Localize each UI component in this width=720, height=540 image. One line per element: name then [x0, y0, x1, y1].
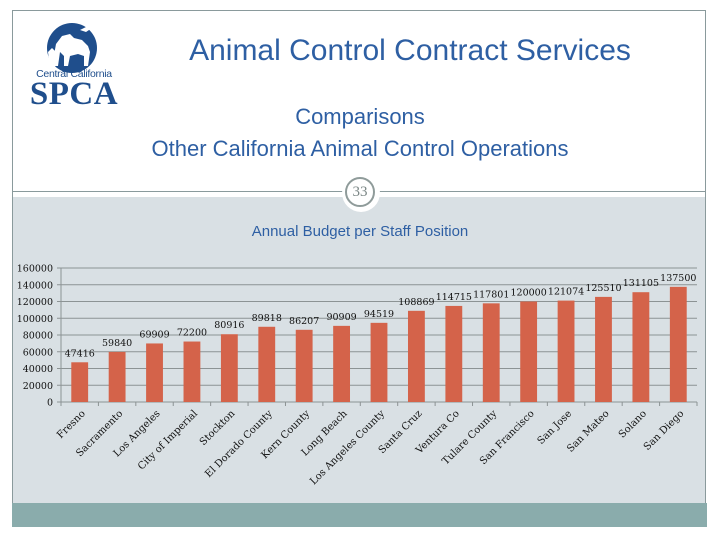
category-label: San Jose — [536, 408, 575, 447]
bar — [108, 351, 126, 402]
logo-org-region: Central California — [36, 68, 112, 80]
category-label: Fresno — [55, 408, 88, 441]
y-tick-label: 100000 — [17, 314, 53, 325]
slide-header — [13, 11, 705, 191]
data-label: 86207 — [289, 316, 319, 327]
bar — [295, 329, 313, 402]
page-number: 33 — [345, 177, 375, 207]
footer-bar — [12, 503, 707, 527]
data-label: 131105 — [623, 278, 659, 289]
data-label: 120000 — [511, 288, 547, 299]
logo-org-name: SPCA — [29, 76, 119, 112]
chart-area-background — [13, 197, 705, 503]
bar — [71, 362, 89, 402]
data-label: 80916 — [214, 320, 244, 331]
data-label: 59840 — [102, 338, 132, 349]
bar — [258, 326, 276, 402]
bar — [183, 341, 201, 402]
data-label: 117801 — [473, 289, 509, 300]
bars — [71, 286, 687, 402]
bar — [146, 343, 163, 402]
bar — [445, 305, 463, 402]
bar — [669, 286, 687, 402]
y-tick-label: 20000 — [23, 381, 53, 392]
slide-title: Animal Control Contract Services — [189, 34, 631, 67]
bar — [482, 303, 500, 402]
category-label: El Dorado County — [203, 408, 275, 480]
bar — [520, 301, 538, 402]
slide-subtitle-line1: Comparisons — [295, 104, 425, 129]
bar — [557, 300, 575, 402]
y-tick-label: 160000 — [17, 264, 53, 275]
data-label: 72200 — [177, 328, 207, 339]
y-tick-label: 120000 — [17, 297, 53, 308]
y-tick-label: 40000 — [23, 364, 53, 375]
slide-subtitle-line2: Other California Animal Control Operatio… — [151, 136, 569, 161]
data-label: 114715 — [436, 292, 472, 303]
data-label: 94519 — [364, 309, 394, 320]
y-tick-label: 80000 — [23, 331, 53, 342]
animals-silhouette-icon — [47, 23, 97, 73]
bar — [370, 322, 388, 402]
category-label: Los Angeles County — [308, 408, 387, 487]
data-label: 108869 — [398, 297, 434, 308]
bar — [333, 325, 351, 402]
data-label: 125510 — [585, 283, 621, 294]
category-label: Stockton — [198, 408, 238, 448]
data-label: 121074 — [548, 287, 584, 298]
y-tick-label: 0 — [47, 398, 53, 409]
slide-frame — [12, 10, 706, 527]
bar — [632, 292, 650, 402]
bar — [595, 296, 612, 402]
data-label: 90909 — [326, 312, 356, 323]
axes: 0 20000 40000 60000 80000 100000 120000 140000 1… — [17, 264, 698, 409]
data-label: 69909 — [139, 329, 169, 340]
y-tick-label: 60000 — [23, 347, 53, 358]
data-label: 47416 — [65, 348, 95, 359]
data-label: 137500 — [660, 273, 696, 284]
chart-title: Annual Budget per Staff Position — [251, 223, 469, 240]
y-tick-label: 140000 — [17, 280, 53, 291]
page-number-badge: 33 — [342, 174, 380, 212]
bar — [407, 310, 425, 402]
category-label: Solano — [617, 408, 649, 440]
data-label: 89818 — [252, 313, 282, 324]
bar — [220, 334, 238, 402]
category-label: San Diego — [642, 408, 687, 453]
data-labels: 47416 59840 69909 72200 80916 89818 86207 90909… — [65, 273, 697, 359]
